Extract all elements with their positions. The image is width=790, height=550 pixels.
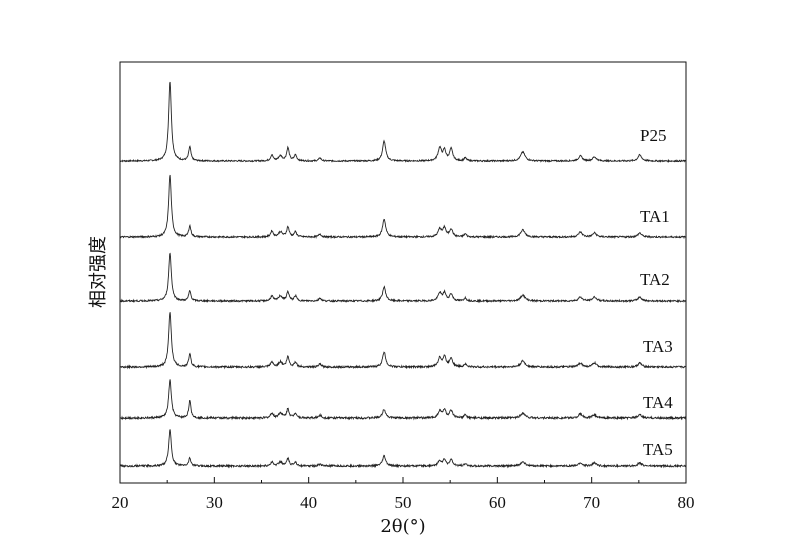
x-tick-label: 80 [678, 493, 695, 512]
series-line-ta2 [119, 252, 687, 304]
x-tick-label: 50 [395, 493, 412, 512]
x-axis: 20 30 40 50 60 70 80 [112, 477, 695, 512]
series-label-ta1: TA1 [640, 207, 670, 226]
series-line-p25 [119, 81, 687, 164]
x-axis-title: 2θ(°) [380, 516, 425, 537]
series-line-ta1 [119, 174, 687, 240]
series-label-ta4: TA4 [643, 393, 673, 412]
plot-frame [119, 61, 687, 484]
series-labels: P25 TA1 TA2 TA3 TA4 TA5 [640, 126, 673, 459]
series-label-ta2: TA2 [640, 270, 670, 289]
y-axis-title: 相对强度 [88, 236, 109, 308]
x-tick-label: 60 [489, 493, 506, 512]
series-label-p25: P25 [640, 126, 666, 145]
x-tick-label: 30 [206, 493, 223, 512]
series-label-ta3: TA3 [643, 337, 673, 356]
x-tick-label: 70 [583, 493, 600, 512]
series-group [119, 81, 687, 469]
series-line-ta5 [119, 429, 687, 469]
series-line-ta4 [119, 379, 687, 421]
series-line-ta3 [119, 312, 687, 370]
x-tick-label: 40 [300, 493, 317, 512]
series-label-ta5: TA5 [643, 440, 673, 459]
x-tick-label: 20 [112, 493, 129, 512]
